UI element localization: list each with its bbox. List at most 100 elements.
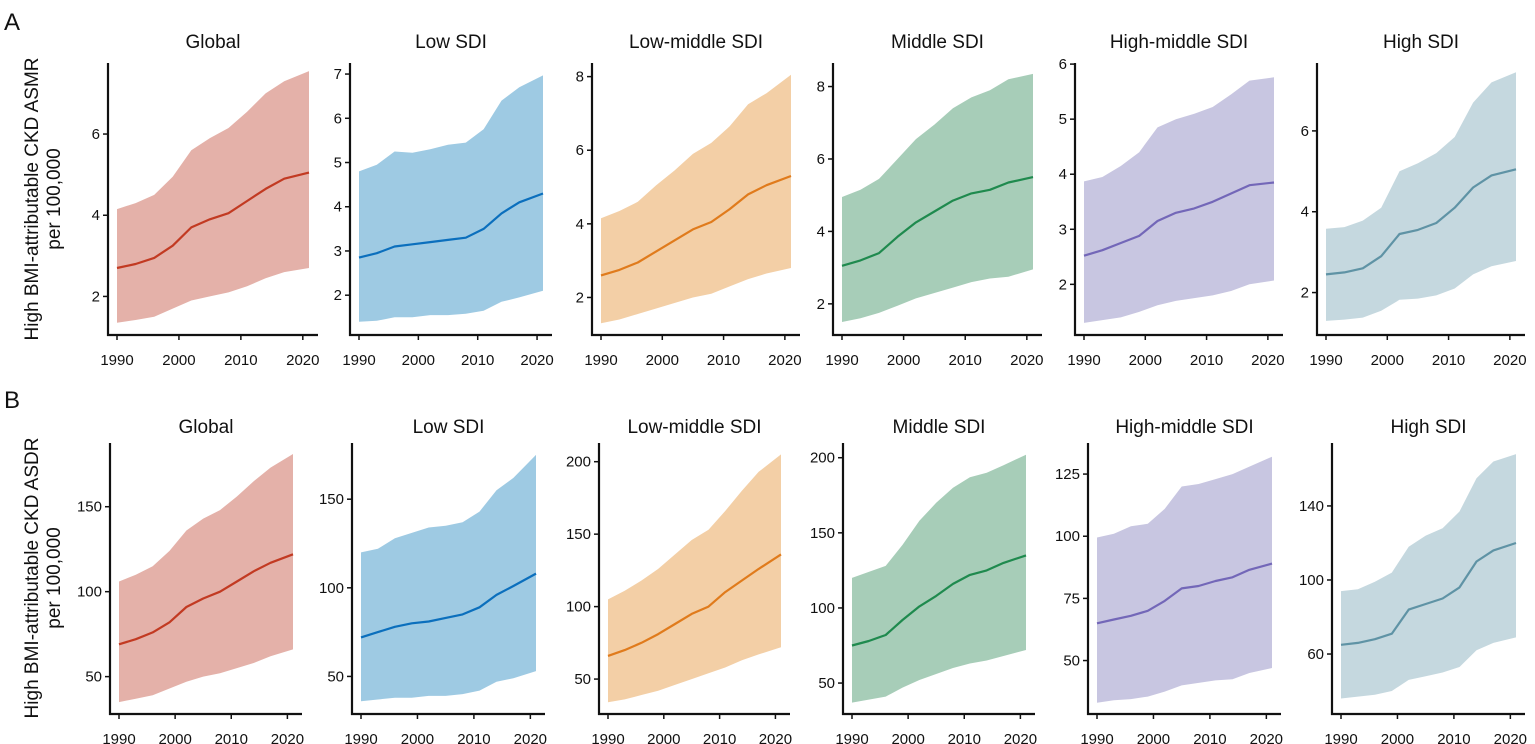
panel-B-high-middle-sdi: 50 75 100 125 1990 2000 2010 2020 High-middle SD… xyxy=(1055,417,1283,744)
y-tick-label: 5 xyxy=(334,155,342,172)
y-axis-title-unit: per 100,000 xyxy=(44,148,65,249)
mean-line xyxy=(1096,562,1273,625)
y-tick-label: 4 xyxy=(92,207,100,224)
y-tick-label: 150 xyxy=(566,526,591,543)
panel-A-middle-sdi: 2 4 6 8 1990 2000 2010 2020 Middle SDI xyxy=(817,32,1044,369)
x-tick-label: 2000 xyxy=(162,352,195,369)
uncertainty-band xyxy=(601,74,791,324)
x-tick-label: 2000 xyxy=(1129,352,1162,369)
mean-line xyxy=(1325,168,1517,276)
x-tick-label: 2000 xyxy=(402,352,435,369)
y-axis-title-unit: per 100,000 xyxy=(44,527,65,628)
panel-title: High-middle SDI xyxy=(1110,32,1248,53)
x-tick-label: 1990 xyxy=(584,352,617,369)
uncertainty-band xyxy=(1084,77,1274,323)
panel-A-high-middle-sdi: 2 3 4 5 6 1990 2000 2010 2020 High-middle SDI xyxy=(1059,32,1285,369)
x-tick-label: 1990 xyxy=(342,352,375,369)
x-tick-label: 2010 xyxy=(457,731,490,744)
uncertainty-band xyxy=(1097,456,1272,703)
x-tick-label: 2000 xyxy=(158,731,191,744)
panel-B-low-sdi: 50 100 150 1990 2000 2010 2020 Low SDI xyxy=(319,417,547,744)
x-tick-label: 2000 xyxy=(646,352,679,369)
y-tick-label: 4 xyxy=(1059,166,1067,183)
x-tick-label: 1990 xyxy=(100,352,133,369)
uncertainty-band xyxy=(1341,454,1516,699)
y-tick-label: 200 xyxy=(566,454,591,471)
x-tick-label: 2010 xyxy=(224,352,257,369)
y-tick-label: 8 xyxy=(576,69,584,86)
x-tick-label: 2010 xyxy=(948,731,981,744)
uncertainty-band xyxy=(1326,72,1516,321)
y-tick-label: 50 xyxy=(574,671,591,688)
x-tick-label: 2020 xyxy=(520,352,553,369)
y-tick-label: 8 xyxy=(817,79,825,96)
mean-line xyxy=(118,553,294,646)
panel-A-high-sdi: 2 4 6 1990 2000 2010 2020 High SDI xyxy=(1301,32,1527,369)
panel-title: High-middle SDI xyxy=(1115,417,1253,438)
y-tick-label: 200 xyxy=(810,450,835,467)
x-tick-label: 2010 xyxy=(461,352,494,369)
x-tick-label: 2020 xyxy=(286,352,319,369)
y-tick-label: 150 xyxy=(319,491,344,508)
x-tick-label: 2000 xyxy=(1137,731,1170,744)
y-tick-label: 2 xyxy=(576,289,584,306)
x-tick-label: 2020 xyxy=(768,352,801,369)
uncertainty-band xyxy=(608,454,781,703)
mean-line xyxy=(600,174,792,277)
panel-A-low-sdi: 2 3 4 5 6 7 1990 2000 2010 2020 Low SDI xyxy=(334,32,554,369)
mean-line xyxy=(607,553,782,657)
x-tick-label: 2010 xyxy=(703,731,736,744)
y-tick-label: 7 xyxy=(334,66,342,83)
x-tick-label: 2020 xyxy=(759,731,792,744)
x-tick-label: 1990 xyxy=(591,731,624,744)
panel-title: Global xyxy=(186,32,241,53)
y-tick-label: 2 xyxy=(334,287,342,304)
y-tick-label: 6 xyxy=(576,142,584,159)
y-tick-label: 6 xyxy=(1301,123,1309,140)
x-tick-label: 1990 xyxy=(835,731,868,744)
x-tick-label: 2010 xyxy=(949,352,982,369)
y-tick-label: 3 xyxy=(1059,221,1067,238)
y-tick-label: 6 xyxy=(817,151,825,168)
y-tick-label: 100 xyxy=(1299,572,1324,589)
y-tick-label: 2 xyxy=(1059,276,1067,293)
panel-B-low-middle-sdi: 50 100 150 200 1990 2000 2010 2020 Low-middle SD… xyxy=(566,417,792,744)
x-tick-label: 2020 xyxy=(1250,731,1283,744)
panel-title: Middle SDI xyxy=(891,32,984,53)
x-tick-label: 1990 xyxy=(1067,352,1100,369)
x-tick-label: 2010 xyxy=(1190,352,1223,369)
panel-title: Low-middle SDI xyxy=(627,417,761,438)
uncertainty-band xyxy=(852,454,1026,703)
panel-title: Middle SDI xyxy=(893,417,986,438)
y-tick-label: 5 xyxy=(1059,111,1067,128)
panel-letter: B xyxy=(4,387,20,414)
uncertainty-band xyxy=(359,75,543,322)
y-tick-label: 6 xyxy=(334,110,342,127)
mean-line xyxy=(841,176,1034,267)
y-tick-label: 125 xyxy=(1055,466,1080,483)
panel-title: Low SDI xyxy=(413,417,485,438)
panel-letter: A xyxy=(4,9,20,36)
y-tick-label: 100 xyxy=(319,580,344,597)
y-tick-label: 4 xyxy=(817,223,825,240)
x-tick-label: 2010 xyxy=(707,352,740,369)
uncertainty-band xyxy=(117,71,309,323)
y-tick-label: 50 xyxy=(818,675,835,692)
y-tick-label: 150 xyxy=(810,525,835,542)
y-tick-label: 50 xyxy=(1063,653,1080,670)
panel-title: Low-middle SDI xyxy=(629,32,763,53)
y-tick-label: 4 xyxy=(1301,204,1309,221)
y-tick-label: 3 xyxy=(334,243,342,260)
y-tick-label: 6 xyxy=(1059,56,1067,73)
y-tick-label: 6 xyxy=(92,126,100,143)
x-tick-label: 2000 xyxy=(891,731,924,744)
y-tick-label: 100 xyxy=(1055,528,1080,545)
mean-line xyxy=(358,192,544,259)
mean-line xyxy=(1083,181,1275,257)
y-tick-label: 150 xyxy=(77,499,102,516)
x-tick-label: 1990 xyxy=(825,352,858,369)
x-tick-label: 1990 xyxy=(344,731,377,744)
panel-title: High SDI xyxy=(1390,417,1466,438)
y-tick-label: 100 xyxy=(77,584,102,601)
